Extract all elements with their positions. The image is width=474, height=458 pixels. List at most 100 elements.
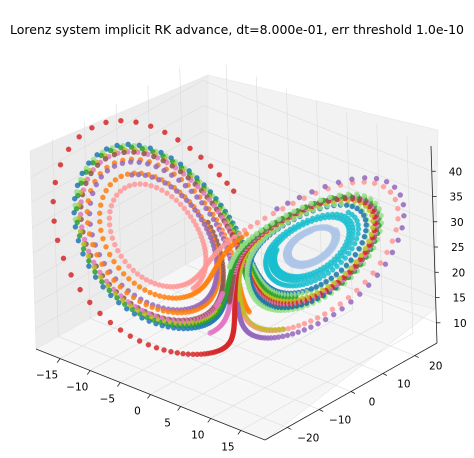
grid-line-z-left — [32, 155, 206, 254]
data-point-series-4 — [295, 329, 302, 336]
data-point-series-1 — [131, 280, 138, 287]
data-point-series-3 — [224, 180, 230, 186]
x-tick-mark — [237, 430, 242, 435]
data-point-series-0 — [72, 224, 79, 230]
data-point-series-4 — [111, 163, 118, 169]
data-point-series-4 — [207, 211, 213, 217]
data-point-series-11 — [353, 287, 360, 294]
data-point-series-10 — [317, 197, 324, 203]
data-point-series-0 — [103, 146, 110, 152]
data-point-series-4 — [183, 197, 190, 204]
x-tick-mark — [147, 394, 151, 399]
data-point-series-5 — [102, 156, 109, 162]
data-point-series-4 — [382, 261, 389, 268]
data-point-series-7 — [358, 252, 365, 259]
data-point-series-2 — [73, 205, 80, 212]
data-point-series-0 — [80, 251, 86, 257]
data-point-series-7 — [81, 241, 87, 247]
data-point-series-11 — [181, 205, 188, 212]
data-point-series-4 — [168, 172, 175, 178]
data-point-series-0 — [123, 305, 130, 312]
data-point-series-10 — [308, 200, 315, 207]
x-tick-label: 0 — [134, 406, 141, 418]
data-point-series-1 — [97, 218, 103, 225]
grid-line-z-left — [35, 231, 208, 330]
data-point-series-3 — [216, 171, 223, 178]
data-point-series-11 — [106, 221, 113, 228]
data-point-series-8 — [319, 212, 326, 219]
data-point-series-3 — [52, 179, 59, 186]
data-point-series-1 — [100, 194, 106, 201]
data-point-series-4 — [161, 167, 167, 174]
data-point-series-10 — [276, 216, 282, 222]
data-point-series-11 — [131, 181, 138, 188]
data-point-series-11 — [118, 253, 124, 260]
data-point-series-11 — [142, 181, 149, 188]
data-point-series-3 — [230, 188, 237, 194]
data-point-series-7 — [119, 297, 126, 304]
data-point-series-3 — [147, 123, 154, 129]
data-point-series-10 — [345, 191, 352, 197]
data-point-series-11 — [377, 260, 384, 266]
data-point-series-1 — [90, 241, 96, 248]
data-point-series-4 — [315, 320, 321, 327]
data-point-series-0 — [359, 239, 365, 246]
data-point-series-2 — [139, 145, 145, 152]
grid-line-y-floor — [90, 318, 320, 410]
data-point-series-5 — [141, 150, 147, 157]
data-point-series-11 — [107, 208, 113, 215]
data-point-series-0 — [352, 251, 359, 258]
y-tick-mark — [382, 373, 388, 376]
data-point-series-4 — [136, 159, 142, 166]
data-point-series-4 — [98, 174, 105, 180]
data-point-series-7 — [369, 224, 376, 231]
data-point-series-8 — [314, 213, 321, 220]
data-point-series-1 — [99, 261, 105, 268]
data-point-series-0 — [74, 182, 81, 189]
data-point-series-0 — [363, 222, 370, 228]
data-point-series-8 — [300, 219, 306, 226]
data-point-series-0 — [358, 208, 364, 215]
data-point-series-4 — [194, 194, 200, 200]
grid-line-z-back — [202, 79, 432, 172]
data-point-series-11 — [177, 201, 184, 208]
data-point-series-3 — [50, 198, 57, 205]
data-point-series-4 — [195, 212, 202, 218]
grid-line-y-left — [51, 139, 59, 337]
data-point-series-3 — [187, 145, 193, 152]
data-point-series-10 — [336, 192, 343, 198]
data-point-series-6 — [97, 269, 103, 276]
data-point-series-0 — [86, 263, 92, 269]
data-point-series-1 — [96, 210, 103, 216]
data-point-series-9 — [293, 234, 300, 241]
data-point-series-1 — [117, 284, 124, 290]
data-point-series-3 — [207, 163, 214, 169]
data-point-series-1 — [100, 235, 106, 242]
data-point-series-11 — [107, 228, 114, 235]
data-point-series-8 — [324, 211, 331, 218]
data-point-series-1 — [147, 289, 153, 296]
data-point-series-4 — [203, 205, 209, 212]
data-point-series-4 — [349, 176, 355, 182]
data-point-series-3 — [190, 351, 196, 358]
data-point-series-11 — [389, 238, 396, 244]
data-point-series-4 — [155, 176, 162, 183]
data-point-series-0 — [349, 203, 356, 210]
data-point-series-8 — [309, 215, 316, 222]
data-point-series-3 — [77, 286, 83, 293]
data-point-series-10 — [299, 204, 306, 211]
data-point-series-0 — [131, 310, 138, 317]
data-point-series-2 — [76, 233, 83, 239]
data-point-series-4 — [356, 291, 363, 297]
z-tick-label: 30 — [450, 217, 463, 229]
data-point-series-4 — [284, 332, 291, 339]
data-point-series-4 — [162, 180, 168, 186]
data-point-series-3 — [153, 344, 160, 351]
data-point-series-11 — [290, 324, 297, 331]
grid-line-z-back — [204, 130, 434, 223]
data-point-series-3 — [97, 310, 103, 317]
data-point-series-1 — [104, 269, 111, 276]
data-point-series-7 — [85, 253, 92, 259]
x-tick-label: −15 — [36, 370, 58, 382]
data-point-series-11 — [329, 306, 336, 313]
